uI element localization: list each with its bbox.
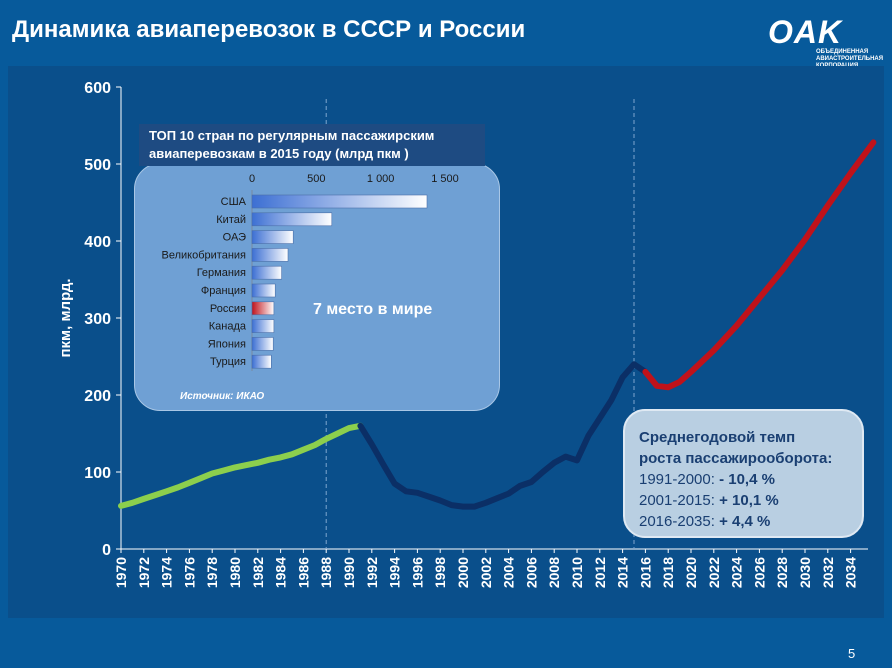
inset-bar (251, 301, 275, 316)
rank-note: 7 место в мире (313, 301, 433, 318)
y-tick-label: 600 (84, 80, 111, 97)
info-value: + 4,4 % (719, 513, 771, 530)
info-value: + 10,1 % (719, 492, 779, 509)
inset-bar (251, 194, 428, 209)
uac-logo: OAK ОБЪЕДИНЕННАЯ АВИАСТРОИТЕЛЬНАЯ КОРПОР… (768, 14, 883, 74)
x-tick-label: 1996 (409, 557, 425, 588)
x-tick-label: 2010 (569, 557, 585, 588)
inset-x-tick-label: 500 (307, 173, 325, 185)
inset-bar (251, 248, 289, 262)
info-period: 2001-2015: (639, 492, 715, 509)
x-tick-label: 1990 (341, 557, 357, 588)
x-tick-label: 1978 (204, 557, 220, 588)
source-note: Источник: ИКАО (180, 391, 265, 402)
x-tick-label: 2000 (455, 557, 471, 588)
page-number: 5 (848, 646, 856, 661)
series-line-ussr (118, 422, 364, 509)
x-tick-label: 1976 (181, 557, 197, 588)
y-tick-label: 200 (84, 388, 111, 405)
info-value: - 10,4 % (719, 471, 775, 488)
y-tick-label: 0 (102, 542, 111, 559)
info-period: 1991-2000: (639, 471, 715, 488)
x-tick-label: 2024 (729, 557, 745, 588)
x-tick-label: 2018 (660, 557, 676, 588)
info-heading-1: Среднегодовой темп (639, 429, 796, 446)
inset-bar (251, 337, 274, 351)
x-tick-label: 2034 (843, 557, 859, 588)
y-tick-label: 400 (84, 234, 111, 251)
y-tick-label: 500 (84, 157, 111, 174)
x-tick-label: 1972 (136, 557, 152, 588)
x-tick-label: 1998 (432, 557, 448, 588)
logo-text: OAK (768, 14, 843, 50)
x-tick-label: 2020 (683, 557, 699, 588)
x-tick-label: 2014 (615, 557, 631, 588)
x-tick-label: 2002 (478, 557, 494, 588)
inset-x-tick-label: 1 500 (431, 173, 459, 185)
x-tick-label: 1974 (159, 557, 175, 588)
inset-category-label: Франция (201, 285, 246, 297)
inset-category-label: Турция (210, 356, 246, 368)
inset-bar (251, 230, 294, 244)
x-tick-label: 1988 (318, 557, 334, 588)
info-heading-2: роста пассажирооборота: (639, 450, 833, 467)
x-tick-label: 2022 (706, 557, 722, 588)
inset-bar (251, 319, 275, 333)
x-tick-label: 2026 (751, 557, 767, 588)
y-tick-label: 100 (84, 465, 111, 482)
inset-title: ТОП 10 стран по регулярным пассажирским … (139, 124, 485, 166)
inset-category-label: США (221, 196, 247, 208)
inset-x-tick-label: 1 000 (367, 173, 395, 185)
x-tick-label: 2008 (546, 557, 562, 588)
x-tick-label: 2028 (774, 557, 790, 588)
info-row: 2001-2015: + 10,1 % (639, 490, 862, 511)
page-title: Динамика авиаперевозок в СССР и России (12, 16, 526, 43)
inset-category-label: ОАЭ (223, 232, 246, 244)
inset-bar (251, 212, 333, 227)
x-tick-label: 2030 (797, 557, 813, 588)
inset-category-label: Германия (197, 267, 246, 279)
inset-x-tick-label: 0 (249, 173, 255, 185)
info-row: 2016-2035: + 4,4 % (639, 511, 862, 532)
x-tick-label: 1984 (273, 557, 289, 588)
x-tick-label: 2016 (637, 557, 653, 588)
series-line-forecast (642, 139, 877, 391)
inset-bar (251, 265, 282, 280)
x-tick-label: 1970 (113, 557, 129, 588)
y-tick-label: 300 (84, 311, 111, 328)
x-tick-label: 2032 (820, 557, 836, 588)
info-row: 1991-2000: - 10,4 % (639, 469, 862, 490)
x-tick-label: 1986 (295, 557, 311, 588)
x-tick-label: 2012 (592, 557, 608, 588)
x-tick-label: 1980 (227, 557, 243, 588)
growth-rate-box: Среднегодовой темп роста пассажирооборот… (623, 409, 864, 538)
inset-category-label: Канада (209, 321, 247, 333)
inset-bar (251, 354, 272, 369)
inset-category-label: Китай (216, 214, 246, 226)
inset-bar (251, 283, 276, 298)
x-tick-label: 2006 (523, 557, 539, 588)
x-tick-label: 1994 (387, 557, 403, 588)
inset-category-label: Великобритания (162, 249, 247, 261)
x-tick-label: 1992 (364, 557, 380, 588)
info-period: 2016-2035: (639, 513, 715, 530)
x-tick-label: 1982 (250, 557, 266, 588)
inset-category-label: Япония (208, 338, 246, 350)
series-line-russia (357, 361, 649, 510)
x-tick-label: 2004 (501, 557, 517, 588)
inset-category-label: Россия (210, 303, 246, 315)
y-axis-label: пкм, млрд. (57, 278, 74, 357)
